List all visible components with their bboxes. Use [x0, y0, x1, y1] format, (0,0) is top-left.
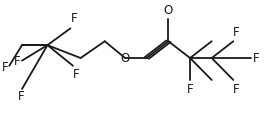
Text: F: F [73, 68, 79, 81]
Text: F: F [233, 26, 240, 39]
Text: O: O [120, 51, 130, 65]
Text: F: F [187, 83, 193, 96]
Text: F: F [70, 12, 77, 25]
Text: F: F [252, 51, 259, 65]
Text: F: F [1, 61, 8, 74]
Text: F: F [14, 55, 21, 68]
Text: O: O [164, 4, 173, 17]
Text: F: F [233, 83, 240, 96]
Text: F: F [17, 90, 24, 103]
